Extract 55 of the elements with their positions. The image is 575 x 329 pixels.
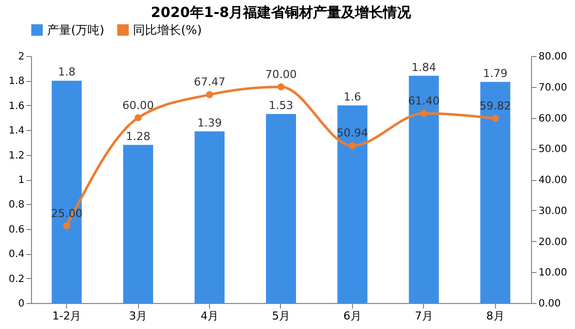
bar: [194, 131, 225, 303]
y2-tick-label: 10.00: [538, 268, 568, 279]
x-tick-label: 5月: [272, 310, 290, 322]
bar: [408, 76, 439, 303]
data-label: 1.28: [126, 130, 150, 143]
bar: [123, 144, 154, 303]
y-tick-label: 2: [18, 52, 24, 62]
x-tick-label: 1-2月: [52, 310, 82, 322]
bar: [266, 114, 296, 303]
point: [134, 114, 142, 122]
x-tick-label: 8月: [486, 310, 504, 322]
x-tick-label: 6月: [343, 310, 362, 322]
data-label: 60.00: [122, 98, 154, 112]
point: [277, 83, 285, 90]
point: [63, 222, 70, 230]
data-label: 1.6: [344, 90, 362, 104]
y2-tick-label: 40.00: [538, 175, 568, 186]
y-tick-label: 0: [18, 298, 24, 310]
y-tick-label: 0.8: [8, 200, 24, 211]
y-tick-label: 0.4: [8, 249, 24, 260]
y2-tick-label: 30.00: [538, 206, 568, 217]
y-tick-label: 1.8: [8, 76, 24, 88]
legend-label: 同比增长(%): [133, 23, 202, 37]
data-label: 1.79: [483, 66, 508, 80]
bar: [480, 82, 510, 303]
point: [492, 114, 499, 122]
y-tick-label: 0.6: [8, 224, 24, 236]
point: [420, 110, 428, 117]
x-tick-label: 4月: [200, 310, 219, 322]
y-tick-label: 1: [18, 175, 24, 186]
y2-tick-label: 70.00: [538, 82, 568, 94]
data-label: 1.39: [197, 116, 222, 130]
y2-tick-label: 20.00: [538, 236, 568, 248]
chart-title: 2020年1-8月福建省铜材产量及增长情况: [150, 4, 412, 21]
y-tick-label: 1.4: [8, 126, 24, 137]
y2-tick-label: 0.00: [538, 298, 561, 310]
legend-label: 产量(万吨): [47, 23, 104, 37]
data-label: 50.94: [336, 126, 368, 140]
bar: [337, 105, 368, 303]
y-tick-label: 1.2: [8, 150, 24, 162]
data-label: 1.53: [268, 99, 294, 112]
data-label: 67.47: [194, 76, 226, 89]
bar: [52, 80, 82, 303]
x-tick-label: 3月: [129, 310, 148, 322]
x-tick-label: 7月: [414, 310, 433, 322]
data-label: 1.84: [412, 60, 436, 74]
data-label: 1.8: [58, 66, 76, 79]
point: [206, 91, 214, 98]
y2-tick-label: 50.00: [538, 144, 568, 156]
y-tick-label: 0.2: [8, 274, 24, 285]
y2-tick-label: 60.00: [538, 113, 568, 124]
y-tick-label: 1.6: [8, 100, 24, 112]
y2-tick-label: 80.00: [538, 52, 568, 62]
data-label: 70.00: [265, 68, 297, 81]
point: [348, 142, 356, 150]
